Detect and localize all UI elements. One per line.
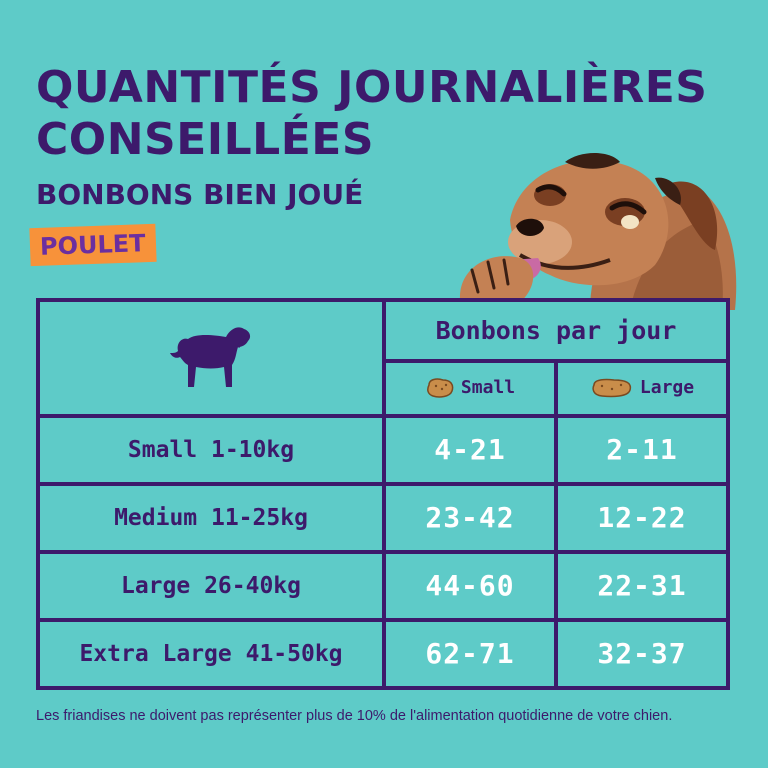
- large-treat-quantity: 2-11: [554, 413, 730, 486]
- product-subtitle: BONBONS BIEN JOUÉ: [36, 178, 364, 211]
- treat-column-small: Small: [382, 358, 558, 418]
- flavor-badge: POULET: [29, 223, 157, 267]
- dog-size-label: Small 1-10kg: [36, 413, 386, 486]
- dog-size-label: Medium 11-25kg: [36, 481, 386, 554]
- small-treat-quantity: 4-21: [382, 413, 558, 486]
- treat-column-small-label: Small: [460, 377, 516, 399]
- small-treat-quantity: 23-42: [382, 481, 558, 554]
- table-row: Large 26-40kg 44-60 22-31: [36, 549, 730, 622]
- treat-column-large: Large: [554, 358, 730, 418]
- small-treat-quantity: 62-71: [382, 617, 558, 691]
- large-treat-quantity: 12-22: [554, 481, 730, 554]
- treat-icon: [426, 378, 454, 399]
- dog-size-label: Extra Large 41-50kg: [36, 617, 386, 691]
- table-row: Extra Large 41-50kg 62-71 32-37: [36, 617, 730, 691]
- dog-silhouette-icon: [170, 327, 251, 387]
- treat-column-large-label: Large: [639, 377, 695, 399]
- dog-illustration: [459, 153, 737, 310]
- per-day-header: Bonbons par jour: [382, 298, 730, 363]
- large-treat-quantity: 22-31: [554, 549, 730, 622]
- dog-size-label: Large 26-40kg: [36, 549, 386, 622]
- treat-icon: [592, 379, 632, 398]
- feeding-table: Bonbons par jour Small Large Small 1-10k…: [36, 298, 730, 691]
- small-treat-quantity: 44-60: [382, 549, 558, 622]
- table-row: Small 1-10kg 4-21 2-11: [36, 413, 730, 486]
- dog-icon-cell: [36, 298, 386, 418]
- footnote: Les friandises ne doivent pas représente…: [36, 708, 673, 724]
- page-title: QUANTITÉS JOURNALIÈRES CONSEILLÉES: [36, 62, 708, 165]
- table-row: Medium 11-25kg 23-42 12-22: [36, 481, 730, 554]
- large-treat-quantity: 32-37: [554, 617, 730, 691]
